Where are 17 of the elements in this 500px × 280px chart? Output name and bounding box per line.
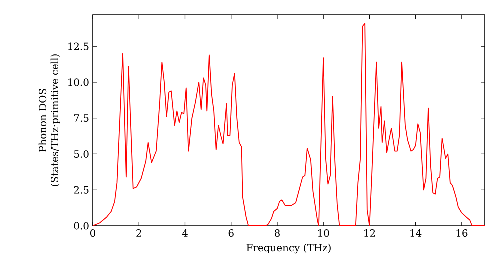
y-tick-label: 7.5	[74, 114, 89, 122]
x-tick-label: 0	[90, 230, 96, 238]
x-tick-label: 12	[364, 230, 376, 237]
x-tick-label: 6	[228, 230, 234, 238]
x-tick-label: 14	[410, 230, 422, 237]
y-tick-label: 5.0	[74, 150, 89, 158]
y-tick-label: 2.5	[74, 186, 89, 194]
y-tick-label: 10.0	[68, 78, 89, 86]
x-tick-label: 4	[182, 230, 188, 237]
y-tick-label: 12.5	[68, 42, 89, 50]
x-tick-label: 8	[274, 230, 280, 238]
x-tick-label: 2	[136, 230, 142, 237]
x-tick-label: 10	[318, 230, 330, 238]
y-tick-label: 0.0	[74, 222, 89, 230]
x-axis-title: Frequency (THz)	[246, 244, 331, 254]
x-tick-label: 16	[456, 230, 468, 238]
y-axis-title: Phonon DOS (States/THz·primitive cell)	[38, 54, 60, 186]
